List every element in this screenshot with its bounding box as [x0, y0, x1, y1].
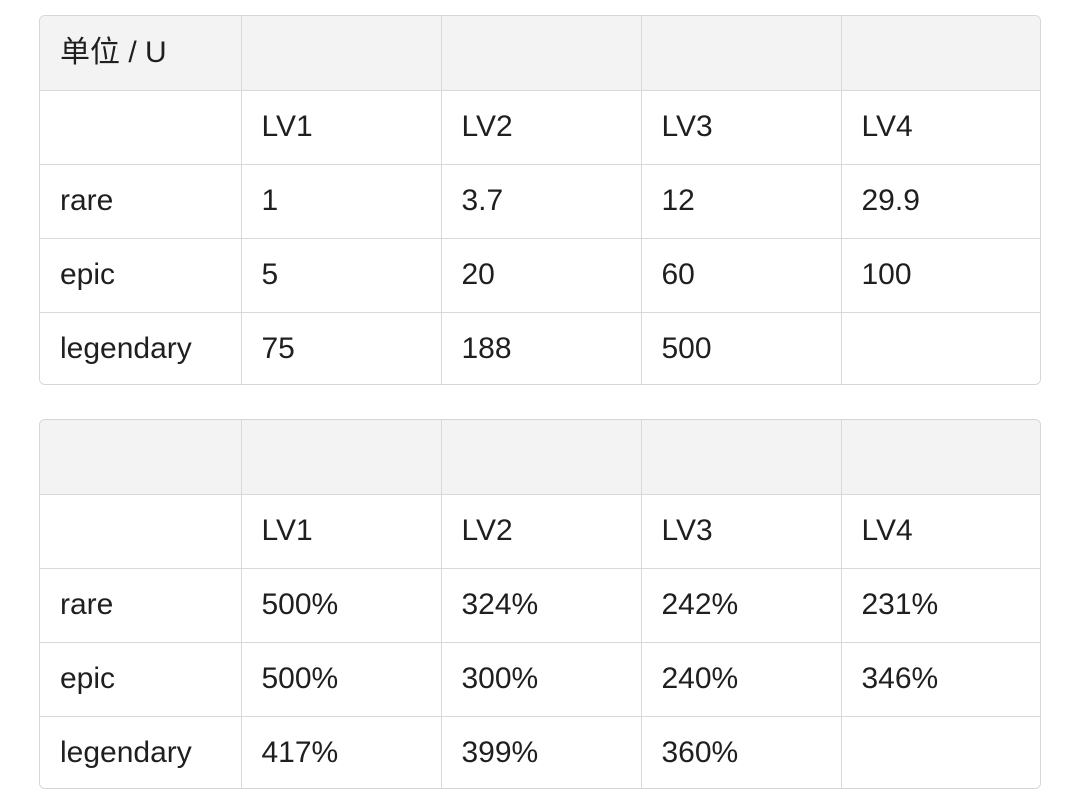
table-row: rare 500% 324% 242% 231% — [40, 568, 1040, 643]
level-header-cell: LV3 — [641, 90, 842, 165]
level-header-cell: LV4 — [841, 494, 1040, 569]
value-cell: 500% — [241, 568, 442, 643]
table-row: epic 5 20 60 100 — [40, 238, 1040, 313]
table-row: epic 500% 300% 240% 346% — [40, 642, 1040, 717]
table-row: LV1 LV2 LV3 LV4 — [40, 90, 1040, 165]
value-cell: 300% — [441, 642, 642, 717]
row-label-cell — [40, 494, 242, 569]
value-cell: 1 — [241, 164, 442, 239]
level-header-cell: LV2 — [441, 90, 642, 165]
level-header-cell: LV1 — [241, 494, 442, 569]
header-cell — [241, 16, 442, 91]
value-cell: 360% — [641, 716, 842, 788]
header-cell — [641, 16, 842, 91]
value-cell: 3.7 — [441, 164, 642, 239]
row-label-cell: epic — [40, 238, 242, 313]
value-cell — [841, 716, 1040, 788]
value-cell: 100 — [841, 238, 1040, 313]
row-label-cell: legendary — [40, 312, 242, 384]
value-cell: 500 — [641, 312, 842, 384]
row-label-cell: legendary — [40, 716, 242, 788]
table-header-row: 单位 / U — [40, 16, 1040, 91]
header-cell — [241, 420, 442, 495]
values-table-grid: 单位 / U LV1 LV2 LV3 LV4 rare 1 3.7 12 29.… — [40, 16, 1040, 384]
value-cell: 75 — [241, 312, 442, 384]
header-cell — [841, 16, 1040, 91]
table-row: LV1 LV2 LV3 LV4 — [40, 494, 1040, 569]
value-cell — [841, 312, 1040, 384]
values-table: 单位 / U LV1 LV2 LV3 LV4 rare 1 3.7 12 29.… — [39, 15, 1041, 385]
header-cell — [441, 16, 642, 91]
table-row: legendary 417% 399% 360% — [40, 716, 1040, 788]
value-cell: 60 — [641, 238, 842, 313]
level-header-cell: LV4 — [841, 90, 1040, 165]
header-cell — [841, 420, 1040, 495]
value-cell: 324% — [441, 568, 642, 643]
row-label-cell: rare — [40, 568, 242, 643]
value-cell: 399% — [441, 716, 642, 788]
row-label-cell: rare — [40, 164, 242, 239]
percent-table-grid: LV1 LV2 LV3 LV4 rare 500% 324% 242% 231%… — [40, 420, 1040, 788]
value-cell: 231% — [841, 568, 1040, 643]
value-cell: 29.9 — [841, 164, 1040, 239]
level-header-cell: LV1 — [241, 90, 442, 165]
header-cell: 单位 / U — [40, 16, 242, 91]
table-row: legendary 75 188 500 — [40, 312, 1040, 384]
header-cell — [641, 420, 842, 495]
value-cell: 242% — [641, 568, 842, 643]
table-row: rare 1 3.7 12 29.9 — [40, 164, 1040, 239]
level-header-cell: LV2 — [441, 494, 642, 569]
value-cell: 20 — [441, 238, 642, 313]
header-cell — [40, 420, 242, 495]
value-cell: 417% — [241, 716, 442, 788]
level-header-cell: LV3 — [641, 494, 842, 569]
percent-table: LV1 LV2 LV3 LV4 rare 500% 324% 242% 231%… — [39, 419, 1041, 789]
value-cell: 346% — [841, 642, 1040, 717]
row-label-cell: epic — [40, 642, 242, 717]
value-cell: 5 — [241, 238, 442, 313]
header-cell — [441, 420, 642, 495]
value-cell: 240% — [641, 642, 842, 717]
table-header-row — [40, 420, 1040, 495]
value-cell: 12 — [641, 164, 842, 239]
row-label-cell — [40, 90, 242, 165]
value-cell: 188 — [441, 312, 642, 384]
value-cell: 500% — [241, 642, 442, 717]
